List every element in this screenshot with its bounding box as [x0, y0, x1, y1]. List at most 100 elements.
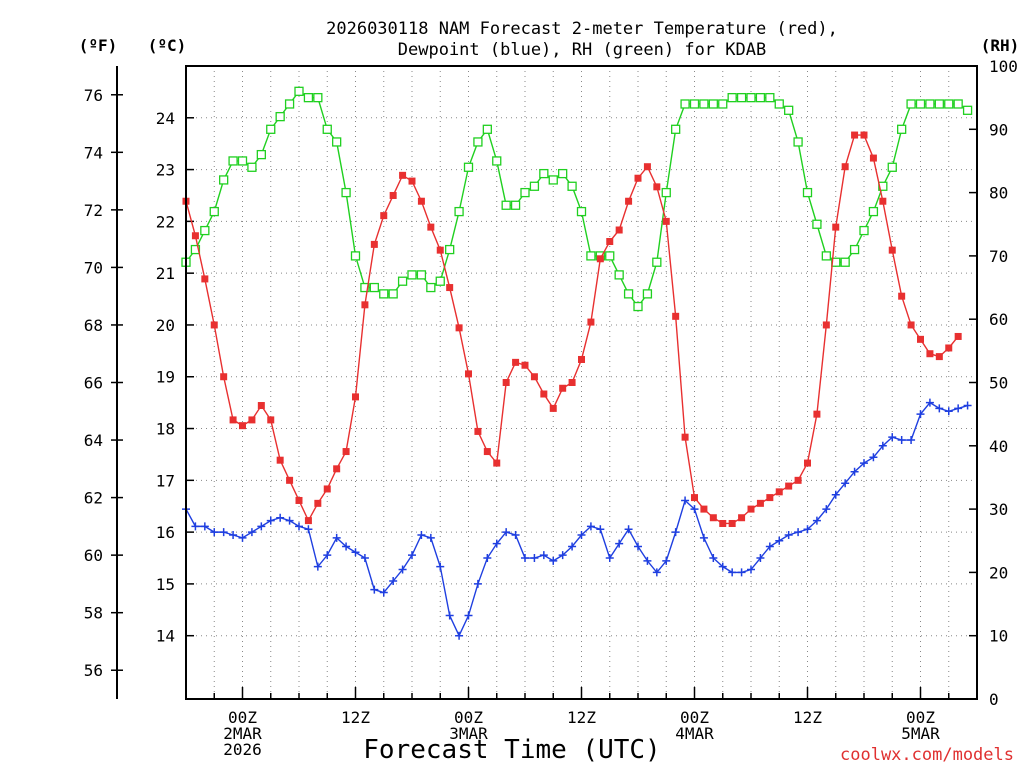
data-point [539, 551, 548, 560]
rh-tick-label: 70 [989, 247, 1008, 266]
data-point [342, 448, 350, 456]
data-point [247, 528, 256, 537]
data-point [906, 99, 916, 109]
rh-tick-label: 0 [989, 690, 999, 709]
axes: 56 58 60 62 64 66 68 70 72 74 76 14 15 16 17 18 19 20 21 22… [84, 57, 1018, 759]
rh-tick-label: 50 [989, 374, 1008, 393]
data-point [267, 416, 275, 424]
data-point [445, 244, 455, 255]
data-point [785, 482, 793, 490]
data-point [954, 404, 963, 413]
fahrenheit-tick-label: 70 [84, 258, 103, 277]
data-point [737, 568, 746, 577]
data-point [530, 554, 539, 563]
data-point [407, 270, 417, 280]
data-point [314, 499, 322, 507]
data-point [492, 539, 501, 548]
data-point [859, 225, 869, 236]
data-point [699, 99, 709, 109]
data-point [700, 505, 708, 513]
rh-tick-label: 30 [989, 500, 1008, 519]
data-point [219, 175, 229, 185]
data-point [239, 422, 246, 430]
data-point [888, 433, 897, 442]
data-point [614, 270, 624, 280]
data-point [228, 156, 238, 166]
data-point [709, 554, 718, 563]
x-tick-label: 00Z [680, 708, 709, 727]
data-point [831, 490, 840, 499]
data-point [577, 530, 586, 539]
data-point [303, 93, 314, 103]
data-point [520, 187, 530, 198]
data-point [323, 485, 331, 493]
data-point [672, 312, 680, 320]
celsius-tick-label: 24 [156, 109, 175, 128]
data-point [360, 282, 370, 293]
celsius-tick-label: 20 [156, 316, 175, 335]
data-point [351, 548, 360, 557]
data-point [868, 206, 879, 217]
data-point [398, 565, 407, 574]
data-point [728, 568, 737, 577]
data-point [803, 525, 812, 534]
data-point [878, 441, 887, 450]
data-point [633, 301, 643, 312]
data-point [558, 551, 567, 560]
data-point [463, 162, 474, 172]
x-tick-label: 3MAR [449, 724, 488, 743]
data-point [454, 206, 464, 217]
data-point [624, 525, 633, 534]
data-point [511, 530, 520, 539]
data-point [313, 93, 323, 103]
data-point [821, 251, 831, 261]
fahrenheit-tick-label: 68 [84, 316, 103, 335]
data-point [802, 187, 813, 198]
data-point [643, 556, 652, 565]
data-point [502, 379, 510, 386]
data-point [690, 505, 699, 514]
data-point [361, 301, 369, 309]
data-point [738, 514, 746, 522]
data-point [954, 332, 962, 340]
data-point [887, 162, 897, 172]
data-point [755, 93, 766, 103]
data-point [578, 355, 585, 363]
data-point [540, 390, 548, 398]
data-point [708, 99, 718, 109]
data-point [257, 522, 266, 531]
data-point [445, 611, 454, 620]
data-point [247, 162, 257, 172]
data-point [558, 168, 568, 179]
rh-tick-label: 90 [989, 120, 1008, 139]
data-point [860, 131, 868, 139]
data-point [917, 335, 924, 343]
data-point [389, 191, 397, 199]
data-point [898, 292, 906, 300]
data-point [417, 530, 426, 539]
data-point [691, 494, 698, 502]
data-point [295, 522, 303, 531]
data-point [229, 530, 238, 539]
data-point [718, 562, 727, 571]
data-point [615, 226, 623, 234]
data-point [605, 251, 615, 261]
celsius-axis-label: (ºC) [148, 36, 187, 55]
data-point [774, 99, 784, 109]
data-point [962, 105, 973, 115]
data-point [804, 459, 811, 467]
data-point [681, 496, 690, 505]
celsius-tick-label: 23 [156, 161, 175, 180]
fahrenheit-tick-label: 66 [84, 374, 103, 393]
series-dewpoint [182, 398, 972, 640]
data-point [662, 556, 671, 565]
data-point [662, 217, 670, 225]
data-point [201, 275, 209, 283]
data-point [501, 200, 511, 210]
data-point [219, 528, 228, 537]
celsius-tick-label: 16 [156, 523, 175, 542]
data-point [369, 282, 379, 293]
x-tick-label: 12Z [793, 708, 822, 727]
data-point [220, 373, 228, 381]
series-line [185, 134, 959, 525]
